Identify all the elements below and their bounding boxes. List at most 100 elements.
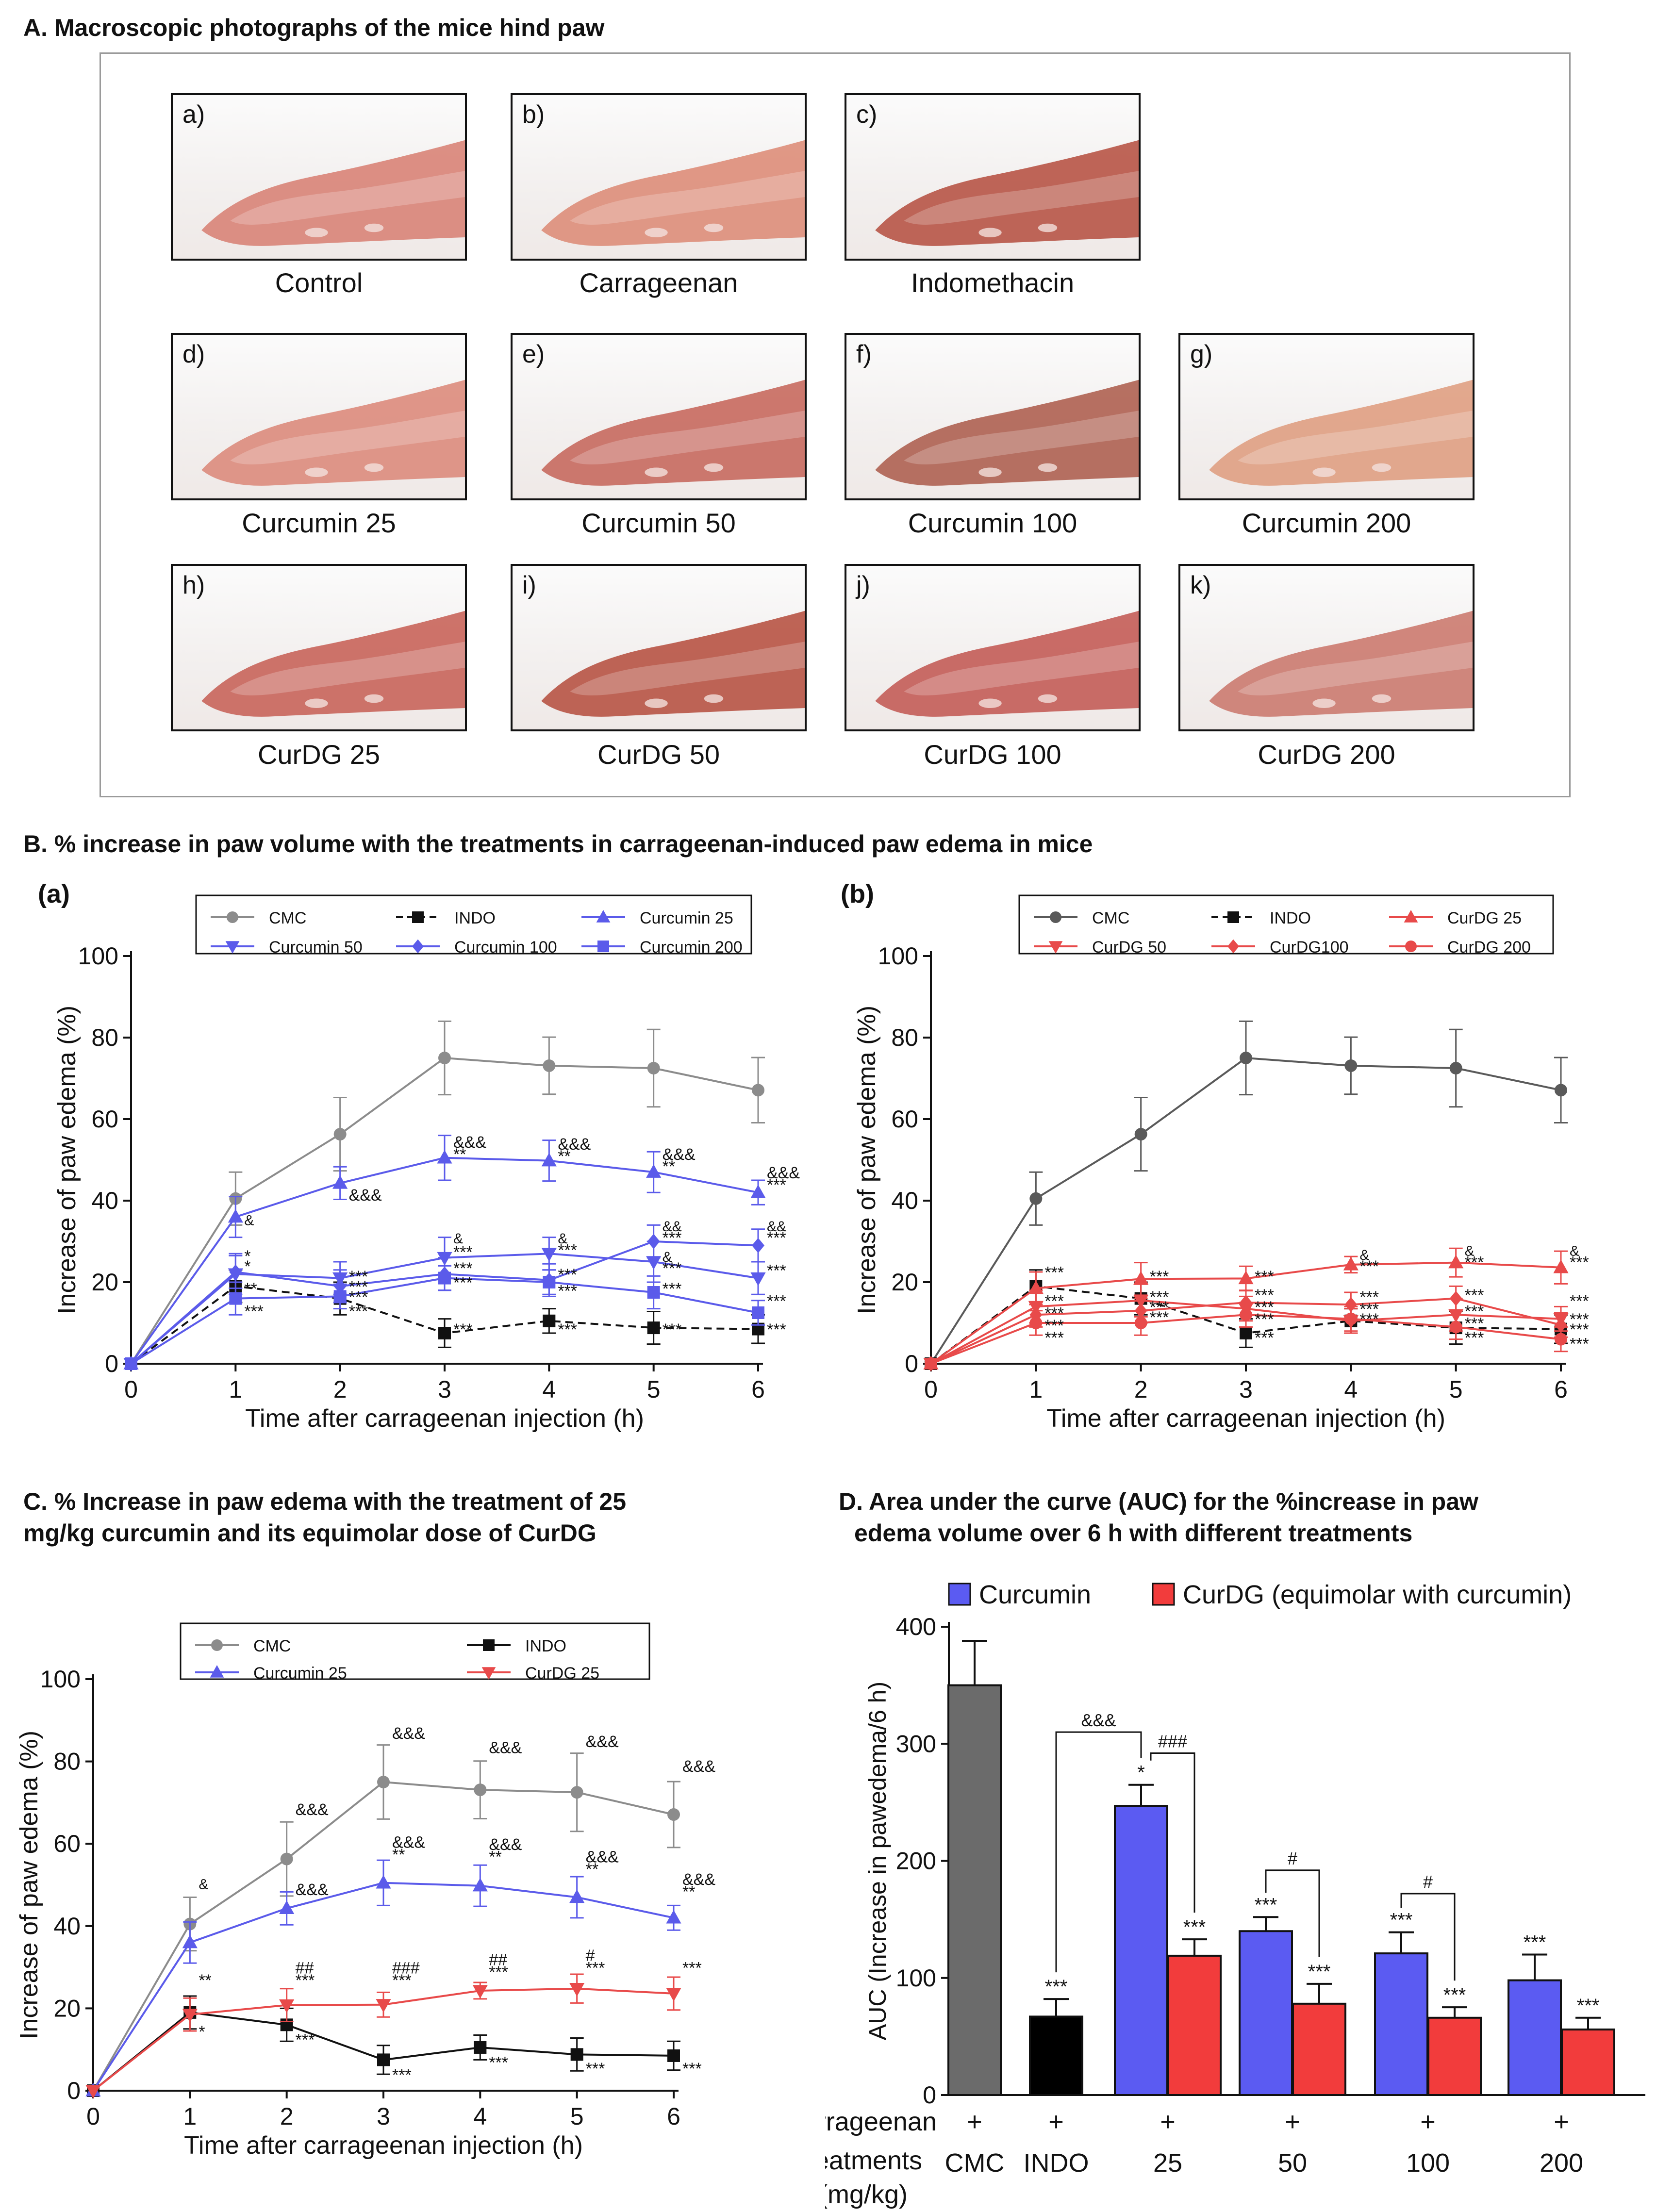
x-axis-label: Time after carrageenan injection (h) — [1046, 1404, 1445, 1433]
bracket-50: # — [1265, 1849, 1320, 1957]
y-tick-label: 100 — [878, 942, 918, 970]
data-point — [1134, 1317, 1147, 1329]
legend-label: CurDG 50 — [1092, 938, 1166, 957]
x-category-label: 200 — [1540, 2148, 1583, 2178]
photo-label: d) — [182, 340, 205, 368]
legend: Curcumin CurDG (equimolar with curcumin) — [948, 1580, 1572, 1609]
significance-label: *** — [1524, 1932, 1546, 1953]
series-curcumin-25 — [123, 1135, 766, 1370]
data-point — [472, 1878, 488, 1892]
legend-marker — [1227, 911, 1239, 923]
x-tick-label: 5 — [1449, 1376, 1463, 1403]
section-b-title: B. % increase in paw volume with the tre… — [23, 830, 1093, 858]
bracket-label: # — [1423, 1872, 1433, 1892]
data-point — [1029, 1192, 1043, 1205]
data-point — [570, 2048, 583, 2061]
y-tick-label: 40 — [891, 1187, 918, 1214]
y-tick-label: 300 — [896, 1730, 936, 1757]
panel-label: (b) — [841, 879, 874, 908]
significance-label: *** — [1570, 1292, 1589, 1310]
data-point — [752, 1238, 764, 1253]
y-tick-label: 80 — [53, 1748, 81, 1775]
x-tick-label: 0 — [124, 1376, 138, 1403]
legend: CMC INDO CurDG 25 CurDG 50 CurDG100 CurDG 200 — [1018, 894, 1554, 957]
significance-label: & — [453, 1231, 463, 1247]
x-tick-label: 6 — [1554, 1376, 1568, 1403]
x-category-label: CMC — [945, 2148, 1005, 2178]
photo-label: i) — [522, 571, 536, 599]
legend-marker — [412, 939, 424, 954]
significance-label: ** — [199, 1971, 211, 1990]
legend-marker — [596, 910, 611, 923]
data-point — [279, 1900, 295, 1915]
significance-label: *** — [663, 1259, 682, 1278]
significance-label: *** — [767, 1292, 786, 1310]
significance-label: * — [244, 1257, 250, 1276]
bar — [1427, 2016, 1482, 2096]
data-point — [182, 1934, 198, 1948]
significance-label: ## — [296, 1959, 314, 1977]
paw-illustration — [1209, 611, 1473, 717]
legend-label: Curcumin 25 — [640, 909, 733, 927]
series-curdg-25 — [85, 1973, 681, 2099]
significance-label: *** — [767, 1321, 786, 1339]
y-tick-label: 40 — [53, 1913, 81, 1940]
photo-caption: Indomethacin — [911, 267, 1075, 298]
data-point — [666, 1910, 681, 1924]
data-point — [376, 1999, 391, 2013]
y-tick-label: 20 — [53, 1995, 81, 2022]
data-point — [647, 1234, 660, 1249]
legend-marker — [211, 1639, 223, 1651]
significance-label: *** — [489, 1963, 508, 1981]
significance-label: *** — [663, 1321, 682, 1339]
bar — [1114, 1805, 1168, 2096]
data-point — [1448, 1255, 1464, 1269]
significance-label: *** — [1570, 1310, 1589, 1329]
data-point — [438, 1271, 451, 1285]
significance-label: &&& — [586, 1848, 619, 1866]
legend-swatch — [948, 1583, 971, 1606]
data-point — [1134, 1128, 1147, 1141]
significance-label: ### — [392, 1959, 420, 1977]
paw-photo: j) — [845, 564, 1141, 731]
significance-label: &&& — [682, 1757, 715, 1776]
significance-label: *** — [1044, 1329, 1064, 1347]
significance-label: *** — [767, 1176, 786, 1194]
significance-label: *** — [1255, 1286, 1274, 1304]
photo-label: g) — [1190, 340, 1213, 368]
photo-caption: Curcumin 200 — [1242, 508, 1411, 538]
y-axis-label: Increase of paw edema (%) — [15, 1731, 43, 2039]
x-category-label: 100 — [1406, 2148, 1450, 2178]
x-tick-label: 3 — [1239, 1376, 1253, 1403]
photo-label: j) — [856, 571, 870, 599]
paw-illustration — [875, 140, 1139, 246]
legend-marker — [210, 1665, 224, 1678]
paw-photo: b) — [511, 93, 807, 261]
chart-d: Curcumin CurDG (equimolar with curcumin) 0… — [825, 1580, 1645, 2209]
legend-label: Curcumin — [979, 1580, 1091, 1609]
data-point — [646, 1164, 662, 1178]
carrageenan-plus: + — [967, 2107, 982, 2136]
data-point — [667, 1808, 680, 1821]
bar-200-curcumin: *** — [1508, 1932, 1562, 2096]
significance-label: ** — [682, 1882, 695, 1901]
significance-label: &&& — [489, 1835, 522, 1854]
significance-label: *** — [682, 2060, 702, 2078]
data-point — [1240, 1327, 1252, 1339]
paw-photo: e) — [511, 333, 807, 500]
bar-25-curcumin: * — [1114, 1762, 1168, 2096]
data-point — [646, 1256, 662, 1270]
significance-label: *** — [1045, 1976, 1068, 1997]
significance-label: *** — [1308, 1961, 1331, 1982]
data-point — [1555, 1317, 1567, 1333]
significance-label: *** — [1465, 1254, 1484, 1272]
data-point — [229, 1292, 242, 1305]
significance-label: *** — [1044, 1292, 1064, 1310]
paw-illustration — [541, 380, 805, 486]
data-point — [377, 2053, 390, 2066]
data-point — [570, 1786, 583, 1799]
bar — [947, 1684, 1002, 2096]
data-point — [1344, 1312, 1358, 1325]
significance-label: *** — [1044, 1304, 1064, 1323]
legend-swatch — [1152, 1583, 1175, 1606]
